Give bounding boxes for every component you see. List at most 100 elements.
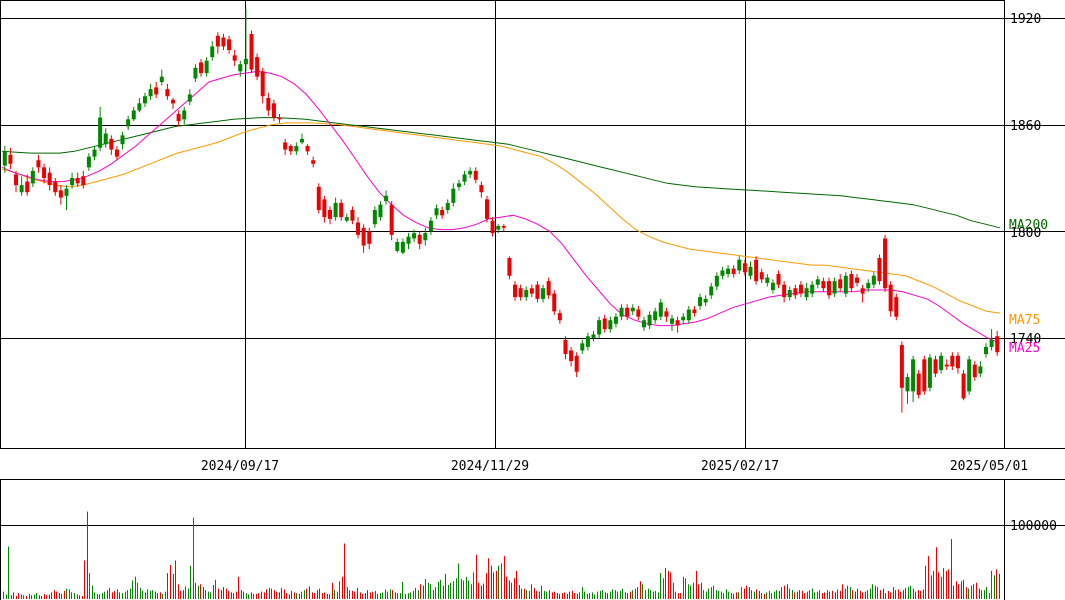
candle (804, 282, 809, 301)
candle-body (804, 288, 809, 298)
candle (995, 330, 1000, 356)
candle (440, 206, 445, 219)
candle (490, 217, 495, 237)
candle (871, 272, 876, 289)
candle-body (563, 339, 568, 354)
candle-body (103, 133, 108, 145)
candle-body (591, 334, 596, 338)
candle-body (199, 62, 204, 74)
candle-body (821, 281, 826, 289)
candle-body (445, 202, 450, 210)
candle (765, 274, 770, 287)
candle-body (350, 210, 355, 221)
candle (434, 204, 439, 219)
candle-body (58, 190, 63, 198)
candle (613, 313, 618, 328)
candle-body (440, 210, 445, 216)
candle-body (406, 236, 411, 244)
candle (98, 106, 103, 152)
candle (944, 359, 949, 370)
candle (496, 224, 501, 234)
candle-body (754, 259, 759, 282)
candle (698, 293, 703, 310)
candle (462, 170, 467, 186)
candle (445, 199, 450, 214)
candle-body (148, 89, 153, 97)
candle-body (653, 311, 658, 321)
candles (2, 9, 1000, 413)
candle (529, 284, 534, 298)
candle (456, 179, 461, 191)
candle (787, 286, 792, 301)
moving-average-lines (1, 70, 1001, 344)
candle-body (681, 316, 686, 321)
candle-body (316, 186, 321, 210)
candle-body (120, 135, 125, 145)
candle (670, 314, 675, 331)
candle-body (412, 233, 417, 239)
volume-bars (3, 511, 1000, 599)
candle (563, 336, 568, 360)
candle (58, 185, 63, 205)
candle (148, 83, 153, 100)
candle (535, 281, 540, 303)
candle (569, 346, 574, 367)
candle (384, 190, 389, 205)
candle-body (159, 76, 164, 82)
candle (271, 99, 276, 122)
candle-body (193, 67, 198, 79)
candle-body (737, 259, 742, 271)
candle-body (698, 297, 703, 306)
candle (468, 167, 473, 178)
candle (888, 281, 893, 317)
candle-body (742, 263, 747, 273)
candle (748, 261, 753, 280)
candle-body (810, 284, 815, 294)
candle (367, 227, 372, 250)
candle-body (950, 355, 955, 367)
candle (826, 277, 831, 299)
candle-body (770, 282, 775, 290)
candle-body (894, 297, 899, 317)
ma25-line (1, 70, 1001, 344)
candle (400, 238, 405, 255)
candle-body (64, 188, 69, 196)
candle (339, 199, 344, 221)
candle-body (400, 242, 405, 253)
candle-body (720, 270, 725, 276)
candle-body (787, 290, 792, 298)
candle-body (305, 146, 310, 152)
candle (64, 185, 69, 210)
candle-body (905, 377, 910, 392)
candle-body (154, 87, 159, 95)
candle (473, 167, 478, 184)
candle-body (187, 94, 192, 102)
candle-body (933, 359, 938, 374)
candle-body (535, 284, 540, 299)
candle-body (574, 355, 579, 372)
candle (585, 332, 590, 351)
candle (2, 146, 7, 173)
candle (277, 114, 282, 123)
candle-body (911, 359, 916, 392)
candle (653, 307, 658, 324)
candle (86, 153, 91, 171)
candle-body (98, 117, 103, 148)
candle-body (782, 284, 787, 298)
candle (658, 298, 663, 321)
candle (815, 275, 820, 289)
candle (709, 282, 714, 299)
candle (283, 138, 288, 155)
candle-body (888, 284, 893, 312)
candle-body (19, 185, 24, 193)
candle (389, 201, 394, 241)
candle (299, 133, 304, 145)
candle-body (944, 364, 949, 367)
candle (602, 314, 607, 333)
candle-body (462, 174, 467, 182)
candle-body (619, 307, 624, 317)
candle (131, 106, 136, 122)
candle-body (597, 320, 602, 335)
candle-body (47, 172, 52, 186)
candle (625, 304, 630, 321)
